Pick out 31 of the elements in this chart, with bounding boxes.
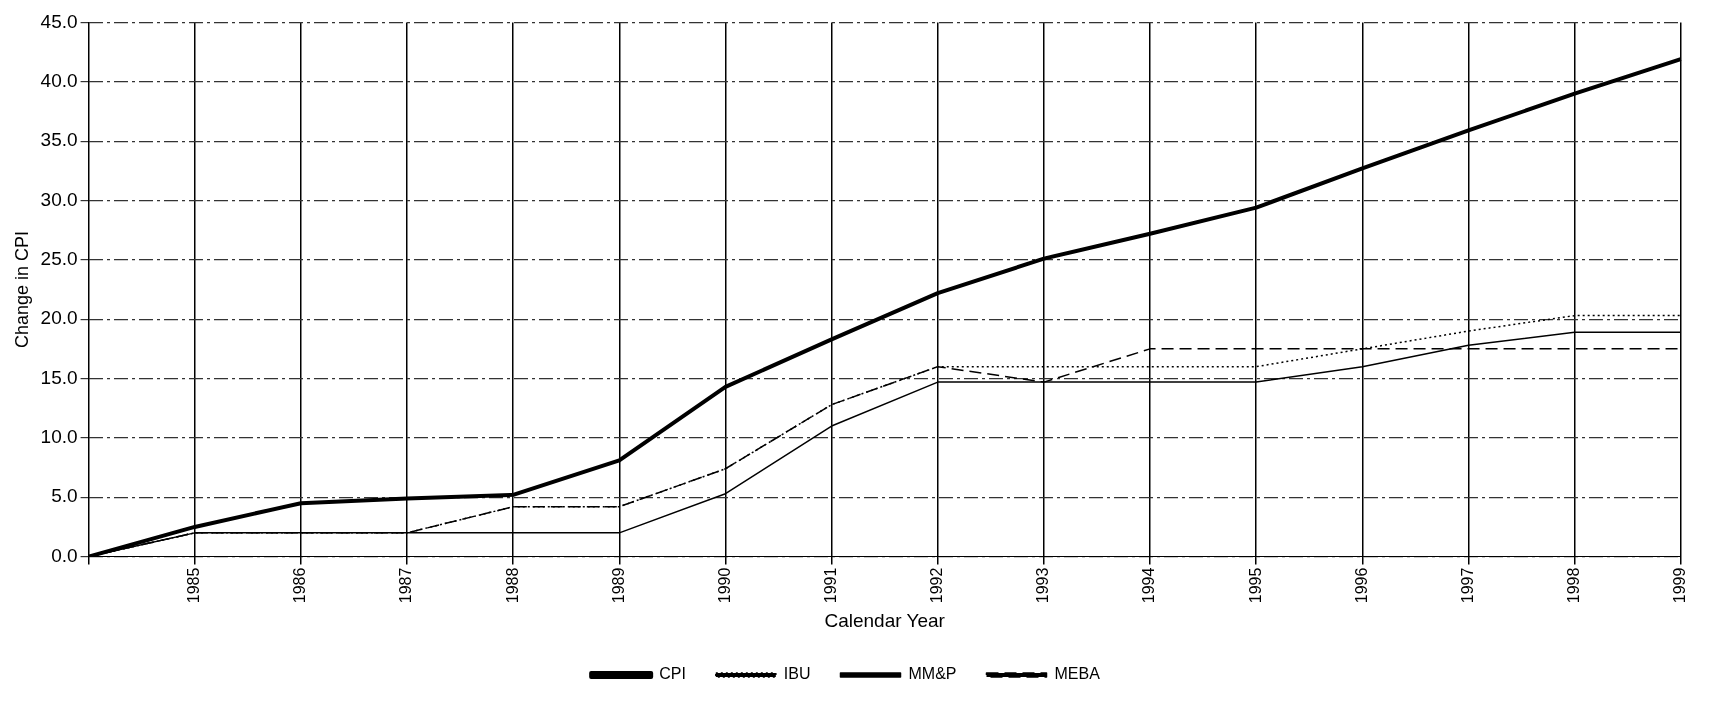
y-tick-label: 45.0: [40, 10, 78, 32]
y-tick-label: 40.0: [40, 69, 78, 91]
x-tick-label: 1997: [1458, 567, 1476, 604]
x-tick-label: 1987: [397, 567, 415, 604]
x-tick-label: 1995: [1246, 567, 1264, 604]
x-tick-label: 1991: [822, 567, 840, 604]
legend-label: MEBA: [1054, 665, 1101, 683]
legend-label: CPI: [659, 665, 686, 683]
x-tick-label: 1988: [503, 567, 521, 604]
x-axis-title: Calendar Year: [824, 609, 946, 631]
x-tick-label: 1986: [291, 567, 309, 604]
x-tick-label: 1999: [1671, 567, 1689, 604]
y-axis-title: Change in CPI: [11, 230, 32, 349]
x-tick-label: 1989: [609, 567, 627, 604]
y-tick-label: 25.0: [40, 248, 78, 270]
x-tick-label: 1993: [1034, 567, 1052, 604]
y-tick-label: 35.0: [40, 129, 78, 151]
x-tick-label: 1985: [185, 567, 203, 604]
x-tick-label: 1990: [715, 567, 733, 604]
x-tick-label: 1998: [1565, 567, 1583, 604]
x-tick-label: 1996: [1352, 567, 1370, 604]
y-tick-label: 20.0: [40, 307, 78, 329]
y-tick-label: 5.0: [51, 485, 78, 507]
y-tick-label: 30.0: [40, 188, 78, 210]
y-tick-label: 0.0: [51, 544, 78, 566]
y-tick-label: 15.0: [40, 366, 78, 388]
legend-label: MM&P: [908, 665, 957, 683]
legend-label: IBU: [783, 665, 811, 683]
y-tick-label: 10.0: [40, 426, 78, 448]
x-tick-label: 1992: [928, 567, 946, 604]
x-tick-label: 1994: [1140, 567, 1158, 604]
